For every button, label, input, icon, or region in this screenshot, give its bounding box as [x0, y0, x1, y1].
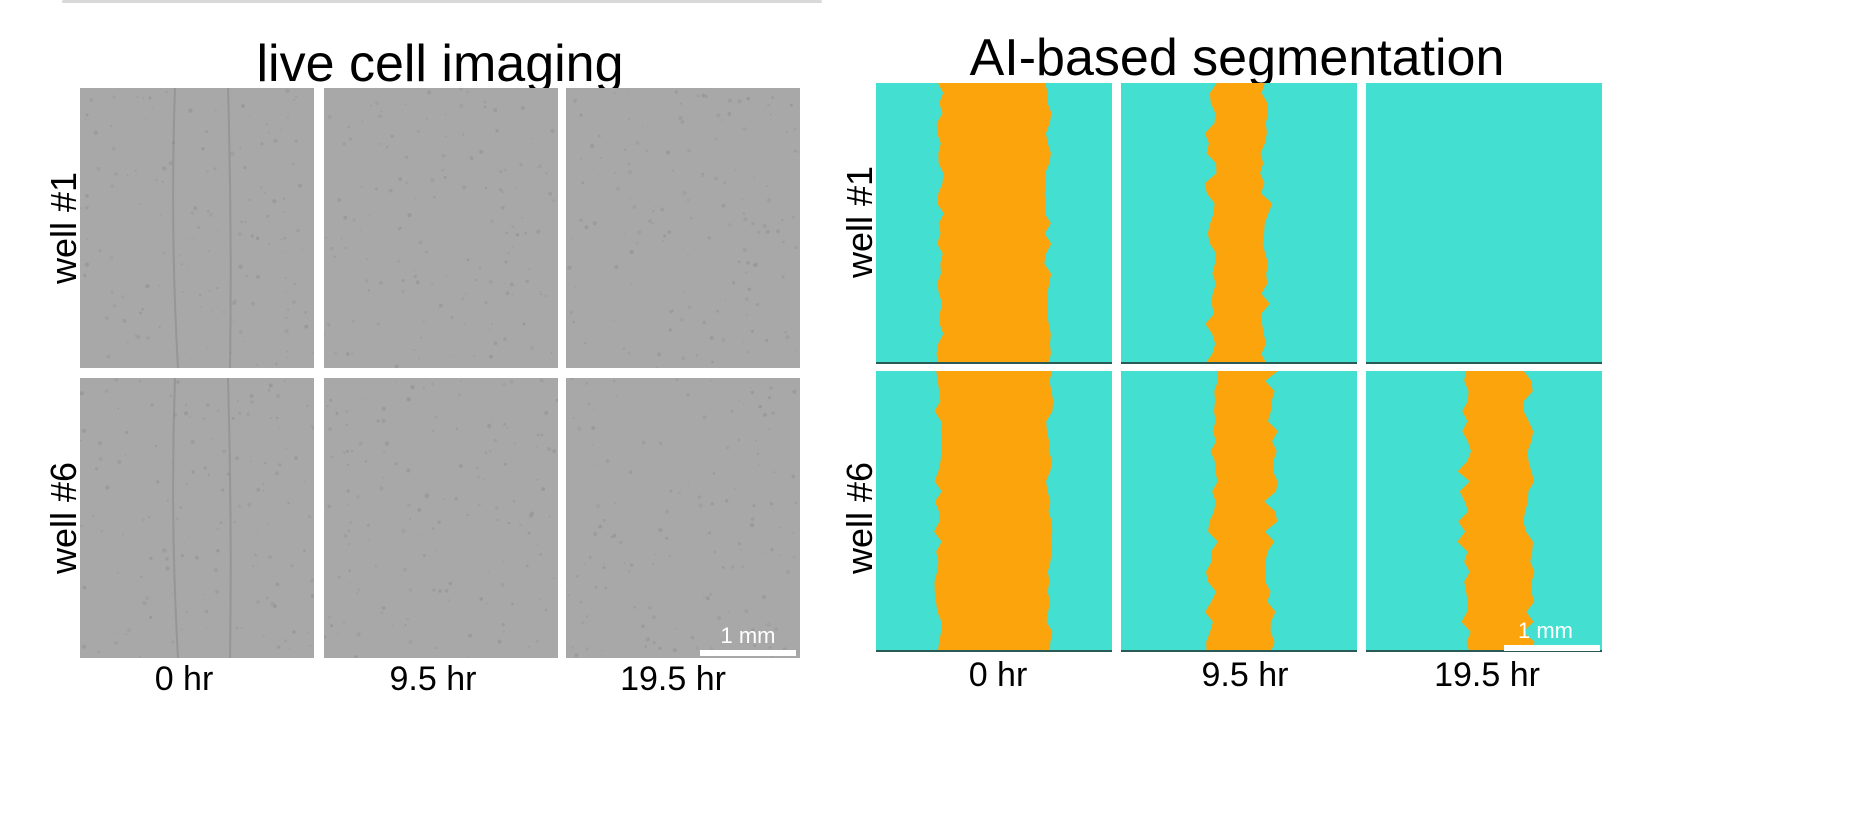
seg-scalebar-label: 1 mm — [1518, 618, 1573, 643]
seg-tile-well-6-19-5hr — [1366, 371, 1602, 652]
seg-col-label-19-5hr: 19.5 hr — [1434, 656, 1540, 694]
live-row-label-well-1: well #1 — [43, 171, 84, 285]
live-tile-well-1-19-5hr — [566, 88, 800, 368]
live-tile-well-6-0hr — [80, 378, 314, 658]
seg-row-label-well-6: well #6 — [839, 461, 880, 575]
live-tile-well-1-0hr — [80, 88, 314, 368]
seg-col-label-9-5hr: 9.5 hr — [1201, 656, 1289, 694]
seg-tile-well-1-0hr — [876, 83, 1112, 364]
seg-panel-title: AI-based segmentation — [969, 29, 1505, 87]
live-col-label-19-5hr: 19.5 hr — [620, 660, 726, 698]
seg-row-label-well-1: well #1 — [839, 165, 880, 279]
live-scalebar: 1 mm — [700, 625, 796, 656]
seg-scalebar-bar — [1504, 645, 1600, 651]
seg-tile-well-6-0hr — [876, 371, 1112, 652]
live-tile-well-1-9-5hr — [324, 88, 558, 368]
seg-scalebar: 1 mm — [1504, 620, 1600, 651]
seg-col-label-0hr: 0 hr — [968, 656, 1028, 694]
live-col-label-9-5hr: 9.5 hr — [389, 660, 477, 698]
live-panel-title: live cell imaging — [256, 35, 624, 93]
live-row-label-well-6: well #6 — [43, 461, 84, 575]
live-scalebar-label: 1 mm — [720, 623, 776, 648]
seg-tile-well-6-9-5hr — [1121, 371, 1357, 652]
live-col-label-0hr: 0 hr — [154, 660, 214, 698]
seg-tile-well-1-19-5hr — [1366, 83, 1602, 364]
top-divider-line — [62, 0, 822, 3]
live-scalebar-bar — [700, 650, 796, 656]
live-tile-well-6-9-5hr — [324, 378, 558, 658]
live-tile-well-6-19-5hr — [566, 378, 800, 658]
seg-tile-well-1-9-5hr — [1121, 83, 1357, 364]
